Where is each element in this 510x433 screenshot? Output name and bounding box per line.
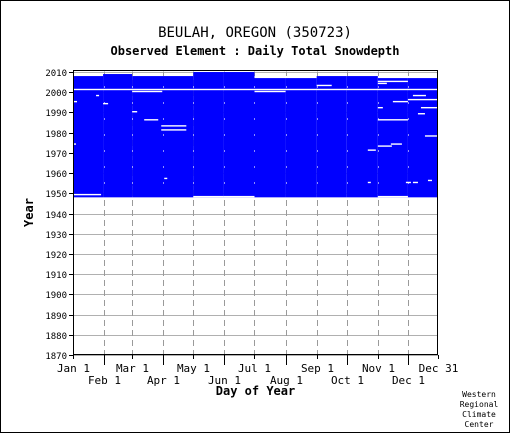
x-tick-label: Dec 1 [392, 374, 425, 387]
missing-data-gap [412, 181, 418, 184]
missing-data-gap [223, 195, 255, 198]
missing-data-gap [392, 100, 408, 103]
chart-title: BEULAH, OREGON (350723) [158, 25, 352, 41]
y-tick-label: 1930 [45, 231, 67, 241]
x-tick-label: Mar 1 [116, 362, 149, 375]
x-axis-label: Day of Year [216, 384, 295, 398]
chart-subtitle: Observed Element : Daily Total Snowdepth [110, 44, 400, 58]
missing-data-gap [417, 113, 425, 115]
missing-data-gap [377, 82, 387, 85]
missing-data-gap [193, 195, 224, 198]
x-tick-label: Jul 1 [238, 362, 271, 375]
data-block [316, 76, 347, 198]
y-tick-label: 1980 [45, 130, 67, 140]
y-tick-label: 1880 [45, 332, 67, 342]
x-tick-label: Jun 1 [208, 374, 241, 387]
missing-data-gap [73, 100, 78, 103]
y-tick-label: 1890 [45, 312, 67, 322]
missing-data-gap [103, 102, 109, 105]
missing-data-gap [73, 143, 77, 145]
x-tick-label: Dec 31 [419, 362, 459, 375]
data-block [223, 72, 255, 198]
x-tick-label: Sep 1 [301, 362, 334, 375]
y-tick-label: 1960 [45, 170, 67, 180]
y-tick-label: 1900 [45, 291, 67, 301]
missing-data-gap [316, 84, 332, 87]
x-tick-label: Oct 1 [331, 374, 364, 387]
y-tick-label: 1940 [45, 211, 67, 221]
missing-data-gap [132, 90, 163, 93]
missing-data-gap [367, 181, 371, 184]
data-block [132, 76, 194, 198]
data-block [103, 74, 133, 198]
x-tick-label: Nov 1 [362, 362, 395, 375]
y-axis-label: Year [22, 198, 36, 227]
x-tick-label: Jan 1 [57, 362, 90, 375]
missing-data-gap [407, 98, 438, 101]
data-block [346, 76, 378, 198]
missing-data-gap [427, 179, 432, 182]
missing-data-gap [377, 195, 408, 198]
missing-data-gap [161, 129, 187, 131]
y-tick-label: 1970 [45, 150, 67, 160]
y-tick-label: 1990 [45, 109, 67, 119]
data-block [377, 78, 408, 198]
credit-line: Climate [462, 410, 496, 419]
missing-data-gap [161, 125, 187, 127]
missing-data-gap [367, 149, 376, 151]
y-tick-label: 2000 [45, 89, 67, 99]
missing-data-gap [390, 143, 402, 145]
missing-data-gap [420, 106, 438, 109]
x-tick-label: May 1 [177, 362, 210, 375]
credit-line: Center [464, 420, 494, 429]
missing-data-gap [164, 177, 168, 180]
y-tick-label: 1870 [45, 352, 67, 362]
missing-data-gap [424, 135, 438, 137]
credit-line: Western [462, 390, 496, 399]
missing-data-gap [73, 193, 102, 196]
missing-data-gap [377, 106, 383, 109]
missing-data-gap [412, 94, 426, 97]
missing-data-gap [377, 80, 408, 83]
y-tick-label: 2010 [45, 69, 67, 79]
plot-border [73, 70, 438, 355]
credit-line: Regional [459, 400, 499, 409]
data-block [285, 78, 317, 198]
x-tick-label: Apr 1 [147, 374, 180, 387]
y-tick-label: 1920 [45, 251, 67, 261]
missing-data-gap [132, 111, 138, 113]
y-tick-label: 1950 [45, 190, 67, 200]
data-block [407, 78, 438, 198]
x-tick-label: Aug 1 [270, 374, 303, 387]
data-block [254, 78, 286, 198]
y-tick-label: 1910 [45, 271, 67, 281]
missing-data-gap [377, 145, 392, 147]
missing-data-gap [96, 94, 100, 97]
missing-data-gap [73, 88, 438, 91]
data-block [73, 76, 104, 198]
credit-block: Western Regional Climate Center [455, 390, 503, 430]
missing-data-gap [144, 119, 159, 121]
missing-data-gap [254, 90, 286, 93]
x-tick-label: Feb 1 [88, 374, 121, 387]
missing-data-gap [377, 119, 408, 121]
data-block [193, 72, 224, 198]
